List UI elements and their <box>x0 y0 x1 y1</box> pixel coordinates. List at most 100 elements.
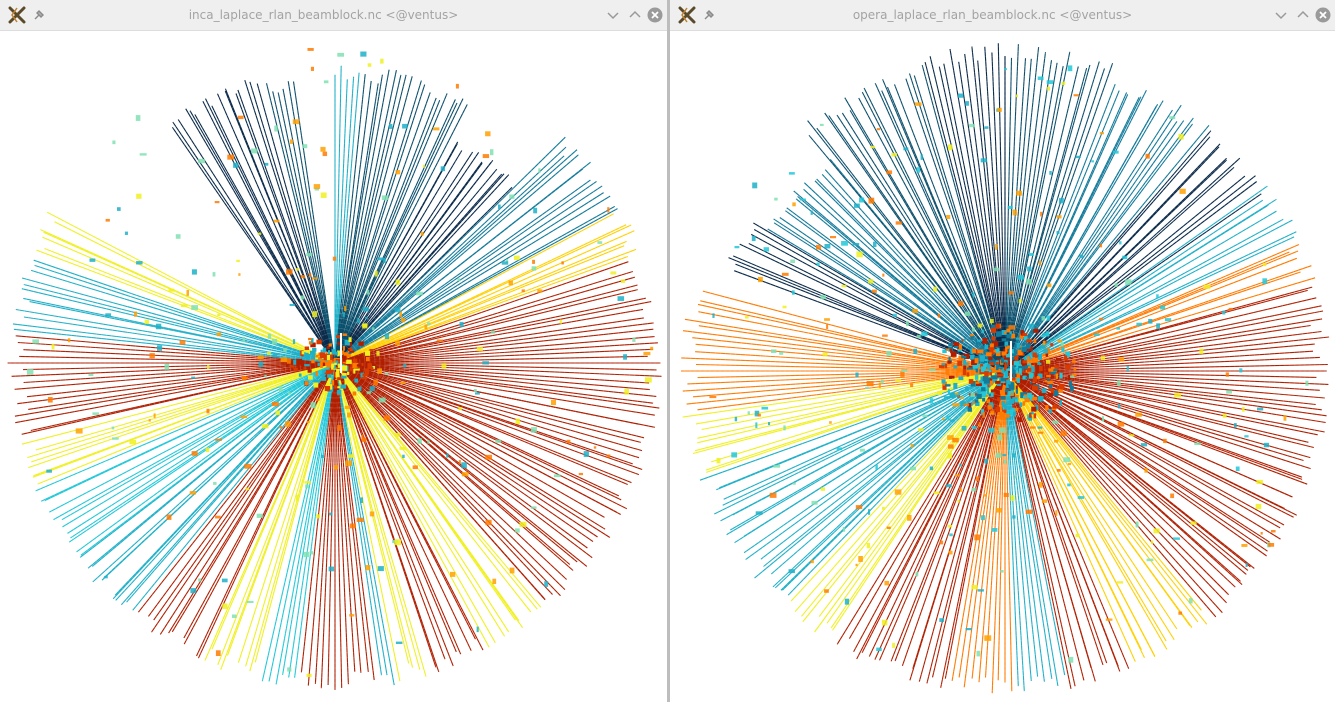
radar-ray <box>334 362 369 673</box>
radar-ray <box>753 229 1006 372</box>
radar-ray <box>256 83 336 364</box>
radar-ray <box>334 362 605 518</box>
radar-ray <box>62 362 336 528</box>
radar-ray <box>699 370 1006 481</box>
radar-ray <box>334 84 426 364</box>
radar-ray <box>334 362 643 452</box>
radar-ray <box>991 370 1006 694</box>
radar-ray <box>1004 370 1326 424</box>
radar-ray <box>211 105 336 364</box>
radar-ray <box>836 370 1006 645</box>
radar-ray <box>1004 370 1311 459</box>
radar-ray <box>334 362 349 685</box>
radar-ray <box>984 370 1006 678</box>
minimize-icon[interactable] <box>1273 7 1289 23</box>
radar-ray <box>826 370 1006 624</box>
radar-ray <box>334 362 454 667</box>
radar-ray <box>334 362 594 543</box>
radar-ray <box>334 362 628 510</box>
radar-ray <box>334 185 603 364</box>
radar-ray <box>23 362 336 384</box>
radar-ray <box>687 370 1006 385</box>
radar-ray <box>1004 90 1120 372</box>
radar-ray <box>334 104 468 364</box>
radar-ray <box>334 362 662 377</box>
radar-ray <box>841 112 1006 372</box>
radar-ray <box>1004 370 1268 552</box>
radar-ray <box>1004 370 1271 547</box>
close-icon[interactable] <box>1315 7 1331 23</box>
left-titlebar[interactable]: inca_laplace_rlan_beamblock.nc <@ventus> <box>0 0 667 31</box>
radar-ray <box>893 84 1006 372</box>
radar-ray <box>997 43 1006 372</box>
right-viewer-window: opera_laplace_rlan_beamblock.nc <@ventus… <box>670 0 1335 702</box>
radar-ray <box>964 53 1006 372</box>
radar-ray <box>334 99 441 364</box>
radar-ray <box>1004 370 1202 611</box>
radar-ray <box>750 233 1006 372</box>
radar-ray <box>61 362 336 521</box>
radar-ray <box>881 90 1006 372</box>
window-title: inca_laplace_rlan_beamblock.nc <@ventus> <box>188 8 459 22</box>
radar-ray <box>1004 370 1199 623</box>
radar-ray <box>26 362 336 398</box>
radar-ray <box>1004 310 1324 372</box>
radar-ray <box>334 74 407 364</box>
radar-ray <box>694 351 1006 372</box>
radar-ray <box>334 362 628 486</box>
radar-ray <box>1004 46 1040 372</box>
radar-ray <box>334 162 483 364</box>
radar-ray <box>1004 370 1076 687</box>
radar-ray <box>949 48 1006 372</box>
radar-ray <box>33 362 336 477</box>
radar-ray <box>334 362 641 443</box>
radar-ray <box>1004 370 1208 625</box>
radar-ray <box>1004 370 1281 529</box>
radar-ray <box>194 114 336 364</box>
radar-ray <box>1004 370 1249 571</box>
radar-ray <box>684 318 1006 372</box>
radar-ray <box>1004 370 1119 667</box>
maximize-icon[interactable] <box>1295 7 1311 23</box>
radar-ray <box>334 362 375 681</box>
radar-ray <box>334 168 584 364</box>
radar-ray <box>785 210 1006 372</box>
radar-ray <box>938 66 1006 372</box>
radar-ray <box>849 110 1006 372</box>
radar-ray <box>334 362 457 653</box>
close-icon[interactable] <box>647 7 663 23</box>
radar-ray <box>1004 175 1256 372</box>
radar-ray <box>1004 370 1247 575</box>
radar-ray <box>334 362 356 672</box>
radar-ray <box>334 362 516 621</box>
radar-ray <box>334 362 506 637</box>
radar-ray <box>334 362 362 673</box>
radar-ray <box>334 362 655 416</box>
right-titlebar[interactable]: opera_laplace_rlan_beamblock.nc <@ventus… <box>670 0 1335 31</box>
radar-ray <box>287 81 336 364</box>
radar-ray <box>951 370 1006 681</box>
radar-ray <box>288 362 336 678</box>
radar-ray <box>23 362 336 371</box>
radar-ray <box>828 115 1006 372</box>
pin-icon[interactable] <box>702 8 716 22</box>
radar-ray <box>802 370 1006 622</box>
maximize-icon[interactable] <box>627 7 643 23</box>
left-viewer-window: inca_laplace_rlan_beamblock.nc <@ventus> <box>0 0 667 702</box>
radar-ray <box>204 362 336 661</box>
radar-ray <box>818 370 1006 617</box>
radar-ray <box>697 370 1006 379</box>
pin-icon[interactable] <box>32 8 46 22</box>
radar-ray <box>30 269 336 364</box>
radar-ray <box>268 362 336 682</box>
radar-ray <box>1004 370 1059 686</box>
radar-ray <box>334 362 532 613</box>
radar-ray <box>334 276 635 364</box>
radar-ray <box>334 362 660 409</box>
radar-ray <box>958 61 1006 372</box>
radar-ray <box>334 168 498 364</box>
minimize-icon[interactable] <box>605 7 621 23</box>
radar-image-right <box>679 43 1331 697</box>
range-ring-texture <box>679 45 1331 697</box>
radar-ray <box>901 370 1006 666</box>
